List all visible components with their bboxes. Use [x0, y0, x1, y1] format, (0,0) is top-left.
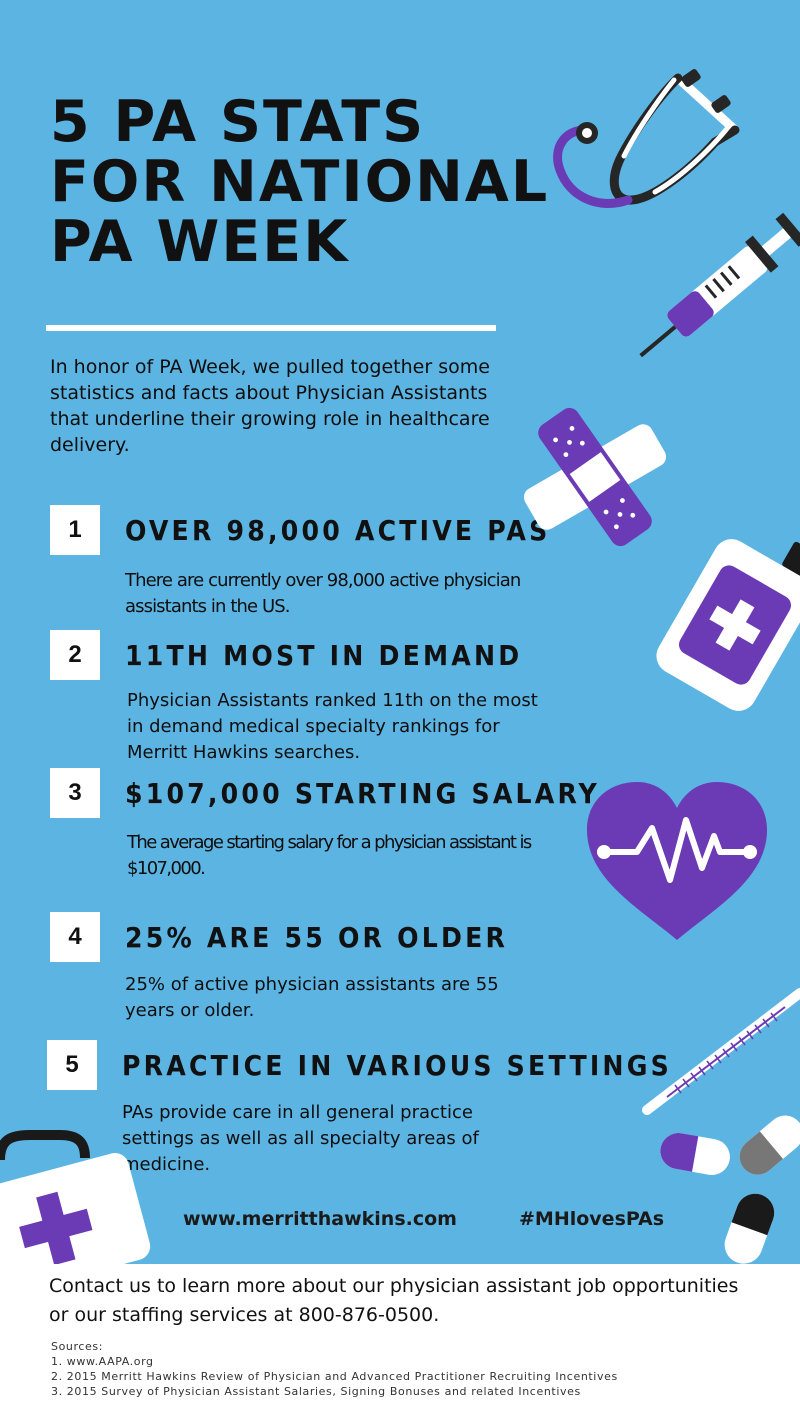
hashtag: #MHlovesPAs — [519, 1208, 664, 1230]
stat-heading: 25% ARE 55 OR OLDER — [125, 921, 508, 955]
source-item: 1. www.AAPA.org — [51, 1354, 751, 1369]
title-line: 5 PA STATS — [50, 92, 549, 152]
stat-heading: OVER 98,000 ACTIVE PAS — [125, 514, 550, 548]
medicine-bottle-icon — [650, 530, 800, 710]
stat-body: Physician Assistants ranked 11th on the … — [127, 688, 547, 766]
page-title: 5 PA STATS FOR NATIONAL PA WEEK — [50, 92, 549, 272]
first-aid-kit-icon — [0, 1130, 150, 1264]
stat-heading: $107,000 STARTING SALARY — [125, 777, 600, 811]
title-line: FOR NATIONAL — [50, 152, 549, 212]
stat-heading: PRACTICE IN VARIOUS SETTINGS — [122, 1049, 672, 1083]
stat-body: PAs provide care in all general practice… — [122, 1100, 522, 1178]
intro-text: In honor of PA Week, we pulled together … — [50, 354, 500, 458]
bandage-icon — [520, 402, 670, 552]
syringe-icon — [640, 205, 800, 365]
source-item: 2. 2015 Merritt Hawkins Review of Physic… — [51, 1369, 751, 1384]
source-item: 3. 2015 Survey of Physician Assistant Sa… — [51, 1384, 751, 1399]
stat-number-badge: 3 — [50, 768, 100, 818]
pill-icon — [655, 1100, 800, 1264]
stat-number-badge: 4 — [50, 912, 100, 962]
heartbeat-icon — [582, 780, 772, 945]
stat-number-badge: 5 — [47, 1040, 97, 1090]
stat-body: 25% of active physician assistants are 5… — [125, 972, 525, 1024]
title-line: PA WEEK — [50, 212, 549, 272]
contact-text: Contact us to learn more about our physi… — [49, 1272, 749, 1330]
stat-body: The average starting salary for a physic… — [127, 830, 567, 882]
website-link[interactable]: www.merritthawkins.com — [183, 1208, 457, 1230]
title-divider — [46, 325, 496, 331]
sources-list: Sources: 1. www.AAPA.org 2. 2015 Merritt… — [51, 1339, 751, 1399]
stat-heading: 11TH MOST IN DEMAND — [125, 639, 522, 673]
infographic-poster: 5 PA STATS FOR NATIONAL PA WEEK In honor… — [0, 0, 800, 1264]
sources-label: Sources: — [51, 1339, 751, 1354]
stat-body: There are currently over 98,000 active p… — [125, 568, 550, 620]
stat-number-badge: 2 — [50, 630, 100, 680]
stat-number-badge: 1 — [50, 505, 100, 555]
